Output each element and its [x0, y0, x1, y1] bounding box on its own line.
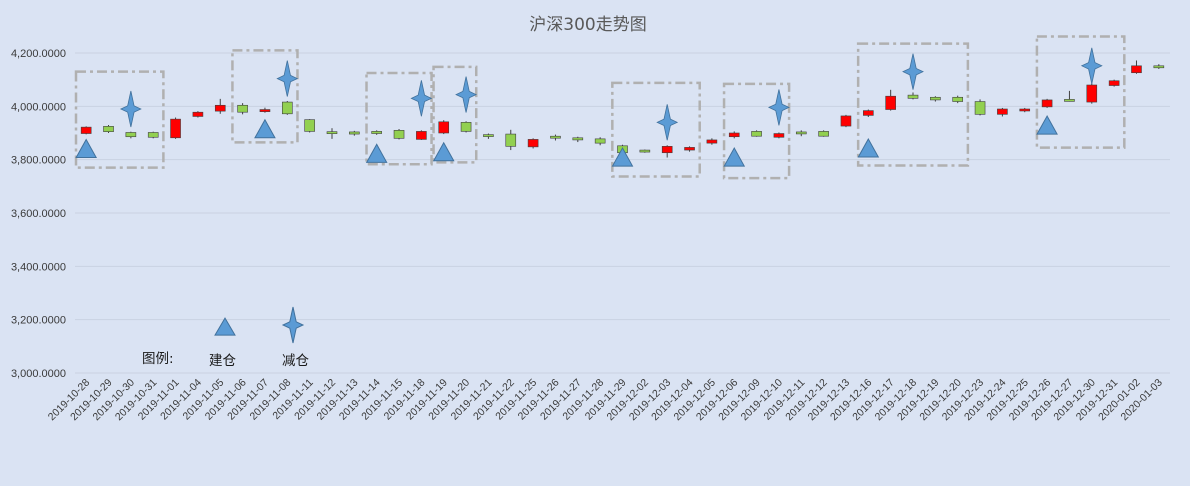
candle-body: [930, 96, 941, 101]
x-axis: 2019-10-282019-10-292019-10-302019-10-31…: [46, 377, 1165, 424]
candle-body: [818, 131, 829, 137]
candle-body: [147, 132, 159, 138]
buy-marker: [1036, 115, 1058, 135]
candle-body: [1108, 80, 1120, 86]
sell-marker: [276, 60, 299, 97]
y-tick-label: 3,800.0000: [11, 155, 66, 167]
candle-body: [460, 122, 472, 132]
trade-box: [722, 82, 791, 180]
sell-marker: [767, 89, 790, 126]
candle-body: [550, 135, 561, 139]
chart-title: 沪深300走势图: [529, 15, 646, 35]
buy-marker: [365, 143, 388, 163]
candle-body: [237, 104, 248, 113]
candle-body: [885, 95, 896, 110]
candle-body: [706, 139, 718, 144]
y-axis: 3,000.0000 3,200.0000 3,400.0000 3,600.0000…: [11, 48, 66, 380]
trade-box: [74, 70, 165, 169]
y-tick-label: 4,200.0000: [11, 48, 66, 60]
trade-box: [856, 42, 970, 167]
legend-sell-symbol: [281, 306, 305, 344]
candle-body: [1153, 65, 1165, 69]
candle-body: [103, 126, 114, 132]
gridlines: [75, 52, 1170, 374]
buy-marker: [611, 147, 634, 167]
buy-marker: [857, 137, 880, 158]
y-tick-label: 3,600.0000: [11, 208, 66, 220]
candle-body: [840, 115, 852, 127]
candle-body: [214, 104, 226, 112]
candle-body: [1131, 65, 1142, 74]
sell-marker: [902, 53, 924, 90]
candle-body: [728, 132, 740, 138]
legend: 图例: 建仓 减仓: [142, 306, 309, 369]
candle-body: [192, 111, 204, 117]
candle-body: [170, 118, 181, 139]
candle-body: [259, 109, 271, 112]
trade-boxes: [74, 35, 1126, 180]
candle-body: [1086, 84, 1098, 103]
sell-marker: [455, 76, 478, 113]
sell-marker: [656, 104, 679, 141]
candle-body: [80, 126, 92, 134]
sell-marker: [119, 90, 142, 128]
y-tick-label: 3,000.0000: [11, 368, 66, 380]
y-tick-label: 3,400.0000: [11, 261, 66, 273]
candle-body: [349, 131, 360, 135]
candle-body: [281, 101, 293, 115]
candle-body: [773, 133, 785, 138]
candle-body: [505, 133, 517, 147]
candle-body: [125, 132, 137, 138]
candle-body: [527, 139, 539, 148]
sell-marker: [1080, 47, 1103, 84]
buy-marker: [254, 118, 276, 139]
candle-body: [326, 131, 338, 134]
candle-body: [438, 121, 450, 134]
candle-body: [572, 137, 584, 141]
candle-body: [952, 96, 964, 102]
candle-body: [684, 147, 695, 151]
buy-marker: [75, 138, 98, 159]
trade-box: [611, 81, 701, 178]
candle-body: [997, 108, 1008, 115]
candle-body: [639, 149, 651, 153]
candle-body: [795, 131, 807, 135]
legend-title: 图例:: [142, 351, 174, 367]
buy-marker: [432, 141, 455, 162]
candle-body: [661, 146, 673, 154]
candle-body: [974, 101, 986, 115]
trade-box: [231, 49, 299, 144]
candlesticks: [80, 60, 1165, 160]
sell-marker: [410, 80, 433, 117]
trade-box: [365, 71, 433, 166]
candle-body: [1019, 108, 1031, 112]
trade-markers: [75, 47, 1103, 167]
candle-body: [371, 131, 382, 134]
trade-box: [432, 65, 478, 164]
candle-body: [751, 131, 762, 137]
candle-body: [1041, 99, 1053, 108]
candle-body: [416, 131, 427, 140]
y-tick-label: 3,200.0000: [11, 315, 66, 327]
candle-body: [863, 110, 874, 116]
candle-body: [304, 119, 315, 132]
candle-body: [1064, 99, 1075, 102]
legend-sell-label: 减仓: [282, 353, 309, 369]
candle-body: [907, 94, 919, 99]
legend-buy-label: 建仓: [209, 353, 236, 369]
legend-buy-symbol: [214, 317, 236, 336]
buy-marker: [723, 147, 746, 167]
candle-body: [594, 138, 606, 144]
candle-body: [393, 130, 405, 139]
candle-body: [483, 134, 494, 137]
trade-box: [1035, 35, 1126, 149]
y-tick-label: 4,000.0000: [11, 101, 66, 113]
